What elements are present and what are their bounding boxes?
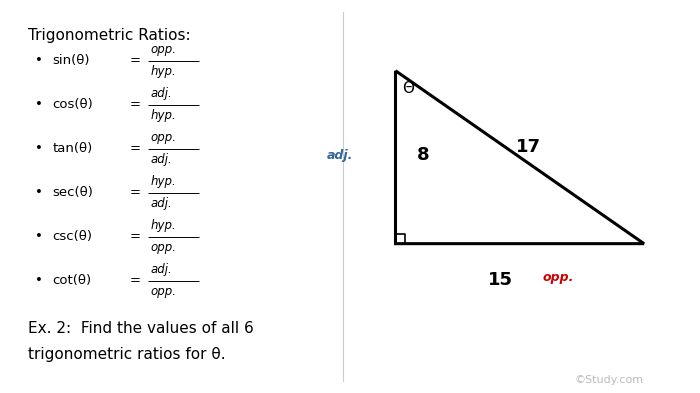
Text: •: • <box>34 274 43 288</box>
Text: ©Study.com: ©Study.com <box>574 375 643 385</box>
Text: hyp.: hyp. <box>150 175 176 189</box>
Text: 17: 17 <box>516 138 541 156</box>
Text: =: = <box>130 54 141 68</box>
Text: Trigonometric Ratios:: Trigonometric Ratios: <box>28 28 190 42</box>
Text: adj.: adj. <box>150 263 172 277</box>
Text: =: = <box>130 142 141 156</box>
Text: hyp.: hyp. <box>150 109 176 123</box>
Text: 8: 8 <box>417 146 430 164</box>
Text: trigonometric ratios for θ.: trigonometric ratios for θ. <box>28 347 225 362</box>
Text: =: = <box>130 186 141 200</box>
Text: 15: 15 <box>488 271 513 289</box>
Text: sin(θ): sin(θ) <box>52 54 90 68</box>
Text: •: • <box>34 54 43 68</box>
Text: •: • <box>34 142 43 156</box>
Text: opp.: opp. <box>542 271 574 284</box>
Text: opp.: opp. <box>150 131 176 145</box>
Text: Θ: Θ <box>402 81 414 96</box>
Text: adj.: adj. <box>150 153 172 167</box>
Text: opp.: opp. <box>150 285 176 299</box>
Text: =: = <box>130 98 141 112</box>
Text: csc(θ): csc(θ) <box>52 230 92 244</box>
Text: =: = <box>130 274 141 288</box>
Text: hyp.: hyp. <box>150 65 176 79</box>
Text: Ex. 2:  Find the values of all 6: Ex. 2: Find the values of all 6 <box>28 321 253 336</box>
Text: hyp.: hyp. <box>150 219 176 233</box>
Text: cos(θ): cos(θ) <box>52 98 93 112</box>
Text: =: = <box>130 230 141 244</box>
Text: cot(θ): cot(θ) <box>52 274 92 288</box>
Text: opp.: opp. <box>150 241 176 255</box>
Text: sec(θ): sec(θ) <box>52 186 93 200</box>
Text: adj.: adj. <box>150 197 172 211</box>
Text: •: • <box>34 230 43 244</box>
Text: •: • <box>34 98 43 112</box>
Text: adj.: adj. <box>150 87 172 101</box>
Text: tan(θ): tan(θ) <box>52 142 92 156</box>
Text: adj.: adj. <box>327 149 354 162</box>
Text: opp.: opp. <box>150 43 176 57</box>
Text: •: • <box>34 186 43 200</box>
